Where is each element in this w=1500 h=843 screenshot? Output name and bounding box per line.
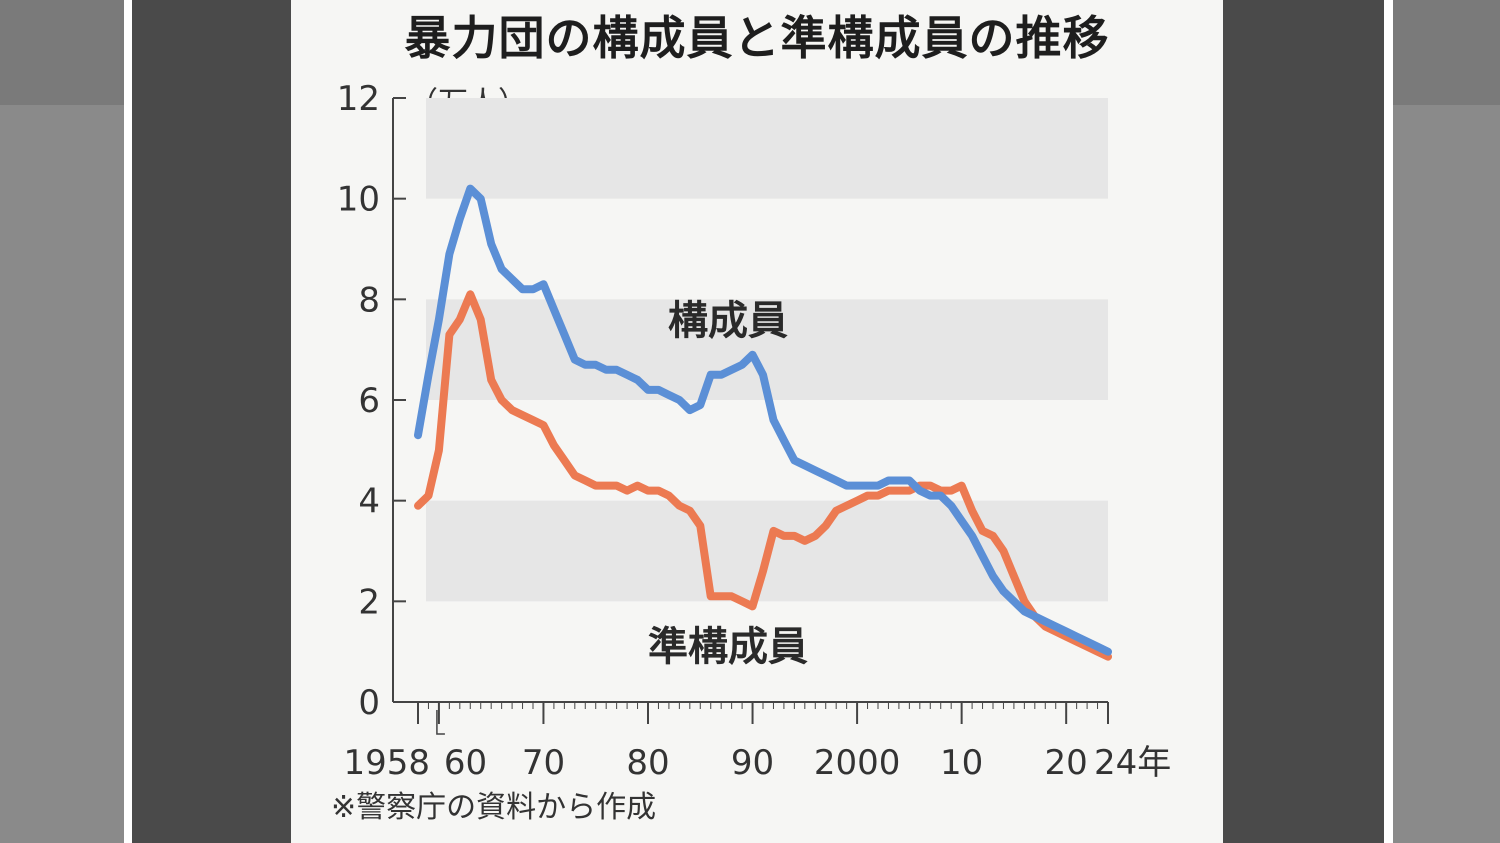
y-tick-label: 0 xyxy=(358,683,380,723)
chart-axes: 0 2 4 6 8 10 12 1958 60 70 80 90 2000 10 20 24年 xyxy=(337,79,1172,783)
chart-card: 暴力団の構成員と準構成員の推移 （万人） 0246810121958607080… xyxy=(291,0,1223,843)
x-tick-label: 24年 xyxy=(1094,743,1171,783)
x-tick-label: 80 xyxy=(626,743,669,783)
x-tick-label: 70 xyxy=(522,743,565,783)
x-tick-label: 90 xyxy=(731,743,774,783)
x-tick-label: 2000 xyxy=(814,743,901,783)
y-tick-label: 4 xyxy=(358,482,380,522)
frame-left-edge xyxy=(124,0,132,843)
chart-series xyxy=(414,184,1112,661)
x-tick-bracket xyxy=(436,710,445,735)
chart-background-bands xyxy=(426,98,1108,602)
x-tick-label: 10 xyxy=(940,743,983,783)
background-band xyxy=(426,98,1108,199)
y-tick-label: 8 xyxy=(358,280,380,320)
x-tick-label: 60 xyxy=(444,743,487,783)
y-tick-label: 2 xyxy=(358,582,380,622)
series-label-associates: 準構成員 xyxy=(648,624,808,670)
x-tick-label: 20 xyxy=(1045,743,1088,783)
background-top-right xyxy=(1393,0,1500,105)
background-top-left xyxy=(0,0,124,105)
y-tick-label: 12 xyxy=(337,79,380,119)
series-line-members xyxy=(414,184,1112,656)
chart-title: 暴力団の構成員と準構成員の推移 xyxy=(404,11,1110,65)
y-tick-label: 10 xyxy=(337,180,380,220)
x-tick-label: 1958 xyxy=(343,743,430,783)
frame-right-edge xyxy=(1384,0,1393,843)
series-line-associates xyxy=(414,290,1112,661)
series-label-members: 構成員 xyxy=(668,298,788,344)
source-note: ※警察庁の資料から作成 xyxy=(331,790,657,825)
y-tick-label: 6 xyxy=(358,381,380,421)
